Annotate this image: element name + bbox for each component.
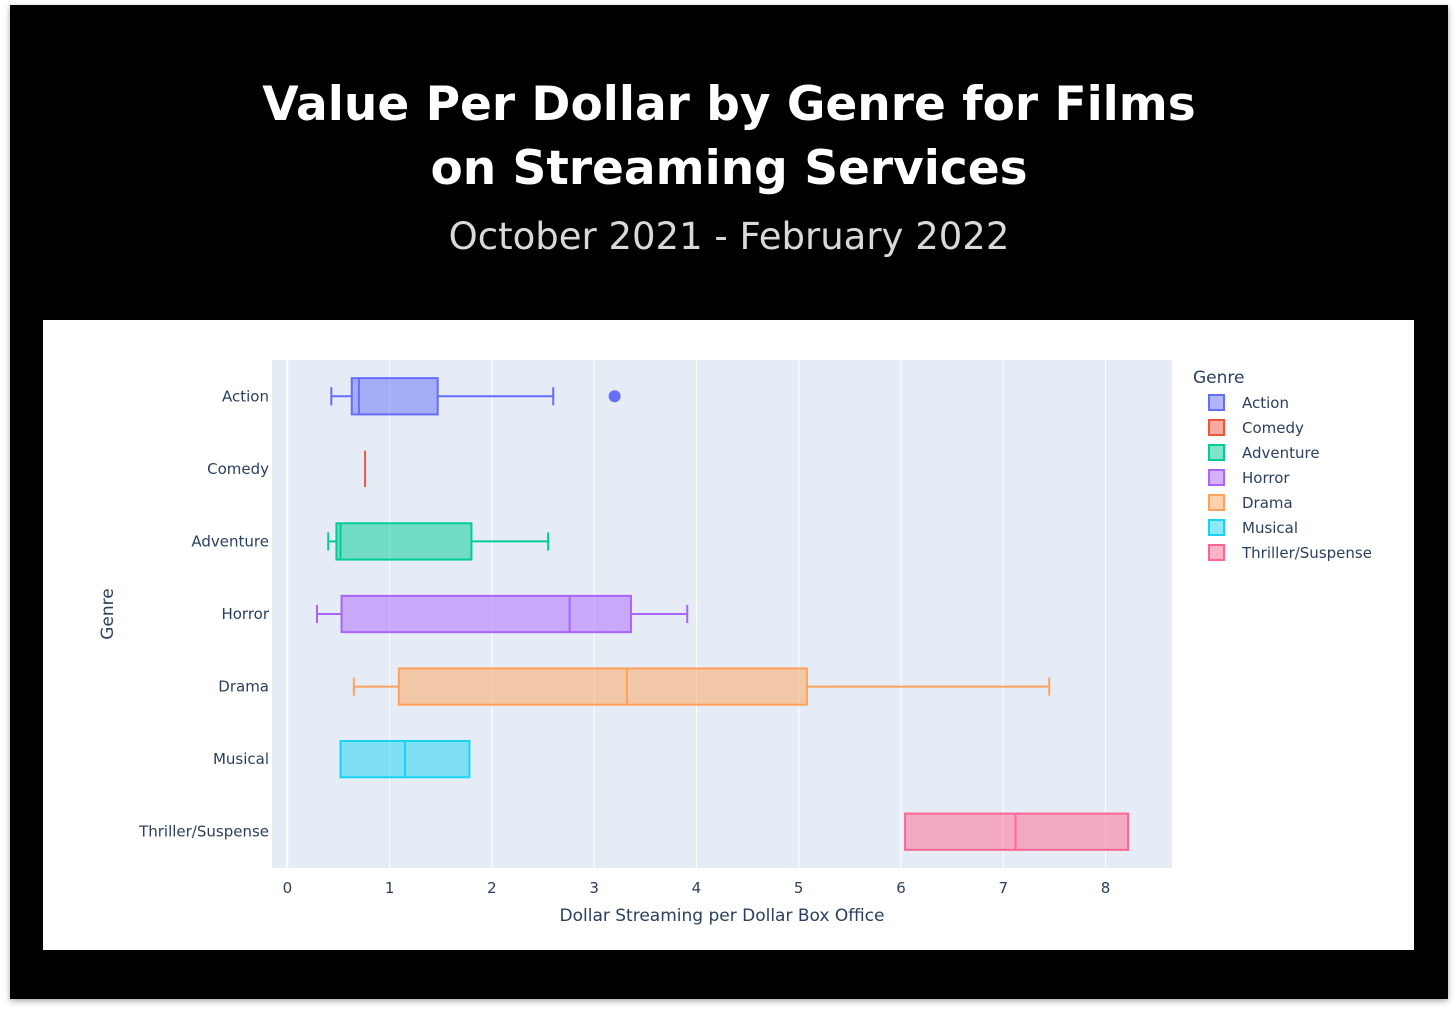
x-tick-label-1: 1 (385, 879, 395, 897)
y-axis-title: Genre (98, 588, 118, 639)
x-axis-ticks: 0 1 2 3 4 5 6 7 8 (283, 879, 1111, 897)
legend-swatch-comedy (1208, 419, 1225, 436)
outlier-point-action-0 (608, 390, 621, 403)
legend-swatch-musical (1208, 519, 1225, 536)
box-musical (339, 740, 471, 779)
y-tick-label-musical: Musical (213, 750, 269, 768)
legend-label-horror: Horror (1242, 469, 1290, 487)
legend-label-musical: Musical (1242, 519, 1298, 537)
box-rect-action (350, 377, 439, 416)
box-horror (316, 594, 689, 634)
box-rect-adventure (335, 522, 473, 561)
figure-frame: Value Per Dollar by Genre for Films on S… (10, 5, 1448, 999)
x-axis-title: Dollar Streaming per Dollar Box Office (560, 906, 885, 926)
x-tick-label-4: 4 (692, 879, 702, 897)
legend-label-thriller-suspense: Thriller/Suspense (1241, 544, 1372, 562)
y-tick-label-drama: Drama (218, 678, 269, 696)
legend-swatch-thriller-suspense (1208, 544, 1225, 561)
box-series (316, 377, 1130, 851)
chart-subtitle: October 2021 - February 2022 (448, 215, 1010, 258)
box-rect-drama (397, 667, 808, 706)
x-tick-label-3: 3 (589, 879, 599, 897)
chart-panel: 0 1 2 3 4 5 6 7 8 Action Comedy Adventure Horror Dra… (43, 320, 1414, 950)
legend-label-adventure: Adventure (1242, 444, 1320, 462)
box-action (330, 377, 621, 416)
y-axis-ticks: Action Comedy Adventure Horror Drama Musical T… (138, 387, 270, 840)
x-tick-label-8: 8 (1101, 879, 1111, 897)
legend-swatch-drama (1208, 494, 1225, 511)
legend-item-adventure[interactable]: Adventure (1208, 444, 1320, 462)
legend-item-comedy[interactable]: Comedy (1208, 419, 1304, 437)
y-tick-label-adventure: Adventure (191, 532, 269, 550)
x-tick-label-5: 5 (794, 879, 804, 897)
legend-swatch-adventure (1208, 444, 1225, 461)
x-tick-label-7: 7 (998, 879, 1008, 897)
legend-label-comedy: Comedy (1242, 419, 1304, 437)
chart-title-line2: on Streaming Services (430, 141, 1028, 196)
legend[interactable]: Action Comedy Adventure Horror Drama Musical T… (1208, 394, 1372, 562)
y-tick-label-horror: Horror (221, 605, 269, 623)
chart-title: Value Per Dollar by Genre for Films on S… (10, 73, 1448, 201)
y-tick-label-thriller-suspense: Thriller/Suspense (138, 823, 269, 841)
legend-title: Genre (1193, 368, 1244, 388)
box-drama (352, 667, 1051, 706)
box-rect-thriller-suspense (904, 812, 1130, 851)
legend-label-drama: Drama (1242, 494, 1293, 512)
x-tick-label-6: 6 (896, 879, 906, 897)
legend-label-action: Action (1242, 394, 1289, 412)
legend-item-action[interactable]: Action (1208, 394, 1289, 412)
x-tick-label-0: 0 (283, 879, 293, 897)
y-tick-label-action: Action (222, 387, 269, 405)
box-thriller-suspense (904, 812, 1130, 851)
legend-swatch-horror (1208, 469, 1225, 486)
box-adventure (327, 522, 550, 561)
y-tick-label-comedy: Comedy (207, 460, 269, 478)
legend-swatch-action (1208, 394, 1225, 411)
box-rect-horror (340, 594, 632, 634)
box-plot-chart: 0 1 2 3 4 5 6 7 8 Action Comedy Adventure Horror Dra… (98, 360, 1372, 926)
legend-item-thriller-suspense[interactable]: Thriller/Suspense (1208, 544, 1372, 562)
legend-item-drama[interactable]: Drama (1208, 494, 1293, 512)
legend-item-horror[interactable]: Horror (1208, 469, 1290, 487)
chart-title-line1: Value Per Dollar by Genre for Films (262, 77, 1196, 132)
x-tick-label-2: 2 (487, 879, 497, 897)
legend-item-musical[interactable]: Musical (1208, 519, 1298, 537)
